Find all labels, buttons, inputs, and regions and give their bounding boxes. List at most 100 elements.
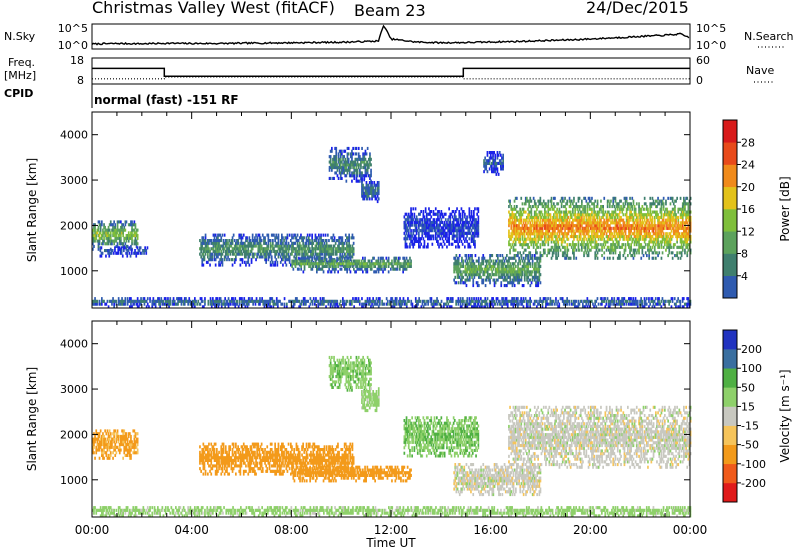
echo-cell <box>98 220 101 224</box>
echo-cell <box>98 242 101 246</box>
echo-cell <box>527 259 529 263</box>
echo-cell <box>92 234 94 238</box>
echo-cell <box>248 252 251 256</box>
echo-cell <box>406 226 409 230</box>
echo-cell <box>627 202 629 206</box>
echo-cell <box>508 235 510 239</box>
echo-cell <box>296 241 299 245</box>
echo-cell <box>458 234 461 238</box>
echo-cell <box>337 264 339 268</box>
echo-cell <box>677 226 680 230</box>
echo-cell <box>478 275 480 279</box>
echo-cell <box>500 275 503 279</box>
echo-cell <box>680 215 683 219</box>
echo-cell <box>135 234 138 238</box>
echo-cell <box>245 255 247 259</box>
echo-cell <box>494 273 497 277</box>
echo-cell <box>474 229 476 233</box>
echo-cell <box>323 259 326 263</box>
echo-cell <box>285 244 288 248</box>
echo-cell <box>356 264 359 268</box>
echo-cell <box>567 232 570 236</box>
echo-cell <box>377 183 380 187</box>
echo-cell <box>125 251 127 255</box>
echo-cell <box>668 215 671 219</box>
echo-cell <box>545 202 547 206</box>
echo-cell <box>342 262 345 266</box>
echo-cell <box>601 210 603 214</box>
echo-cell <box>611 210 613 214</box>
echo-cell <box>642 207 645 211</box>
echo-cell <box>465 226 467 230</box>
echo-cell <box>659 224 662 228</box>
echo-cell <box>409 220 411 224</box>
echo-cell <box>579 224 582 228</box>
echo-cell <box>244 241 246 245</box>
echo-cell <box>660 205 663 209</box>
echo-cell <box>594 243 597 247</box>
echo-cell <box>457 245 459 249</box>
echo-cell <box>348 267 351 271</box>
echo-cell <box>282 247 284 251</box>
echo-cell <box>424 229 427 233</box>
echo-cell <box>200 247 202 251</box>
echo-cell <box>202 247 205 251</box>
echo-cell <box>328 168 331 172</box>
echo-cell <box>344 233 347 237</box>
echo-cell <box>370 189 372 193</box>
echo-cell <box>683 205 685 209</box>
echo-cell <box>652 256 655 260</box>
echo-cell <box>437 234 439 238</box>
echo-cell <box>588 205 591 209</box>
echo-cell <box>434 212 437 216</box>
echo-cell <box>131 228 133 232</box>
echo-cell <box>343 160 345 164</box>
echo-cell <box>540 254 543 258</box>
echo-cell <box>553 226 555 230</box>
echo-cell <box>475 229 477 233</box>
echo-cell <box>318 259 320 263</box>
echo-cell <box>594 237 597 241</box>
echo-cell <box>107 225 110 229</box>
echo-cell <box>470 237 473 241</box>
echo-cell <box>647 248 649 252</box>
echo-cell <box>374 194 377 198</box>
echo-cell <box>419 223 421 227</box>
echo-cell <box>529 284 532 288</box>
echo-cell <box>458 212 461 216</box>
echo-cell <box>378 264 381 268</box>
echo-cell <box>99 231 102 235</box>
echo-cell <box>216 236 218 240</box>
echo-cell <box>237 247 239 251</box>
echo-cell <box>473 262 476 266</box>
echo-cell <box>659 229 662 233</box>
echo-cell <box>409 245 411 249</box>
echo-cell <box>517 232 519 236</box>
echo-cell <box>510 205 513 209</box>
echo-cell <box>465 270 468 274</box>
echo-cell <box>667 235 669 239</box>
echo-cell <box>227 241 229 245</box>
echo-cell <box>484 284 487 288</box>
echo-cell <box>544 207 546 211</box>
echo-cell <box>134 231 137 235</box>
echo-cell <box>423 231 426 235</box>
echo-cell <box>568 256 571 260</box>
power-scatter <box>92 146 692 309</box>
echo-cell <box>121 228 123 232</box>
echo-cell <box>541 221 544 225</box>
echo-cell <box>136 251 139 255</box>
echo-cell <box>537 235 539 239</box>
echo-cell <box>677 256 680 260</box>
echo-cell <box>517 226 519 230</box>
echo-cell <box>519 259 522 263</box>
echo-cell <box>286 258 289 262</box>
echo-cell <box>457 218 459 222</box>
echo-cell <box>448 234 450 238</box>
echo-cell <box>584 248 587 252</box>
echo-cell <box>643 196 646 200</box>
echo-cell <box>364 256 366 260</box>
echo-cell <box>514 224 517 228</box>
echo-cell <box>581 215 583 219</box>
echo-cell <box>555 221 557 225</box>
